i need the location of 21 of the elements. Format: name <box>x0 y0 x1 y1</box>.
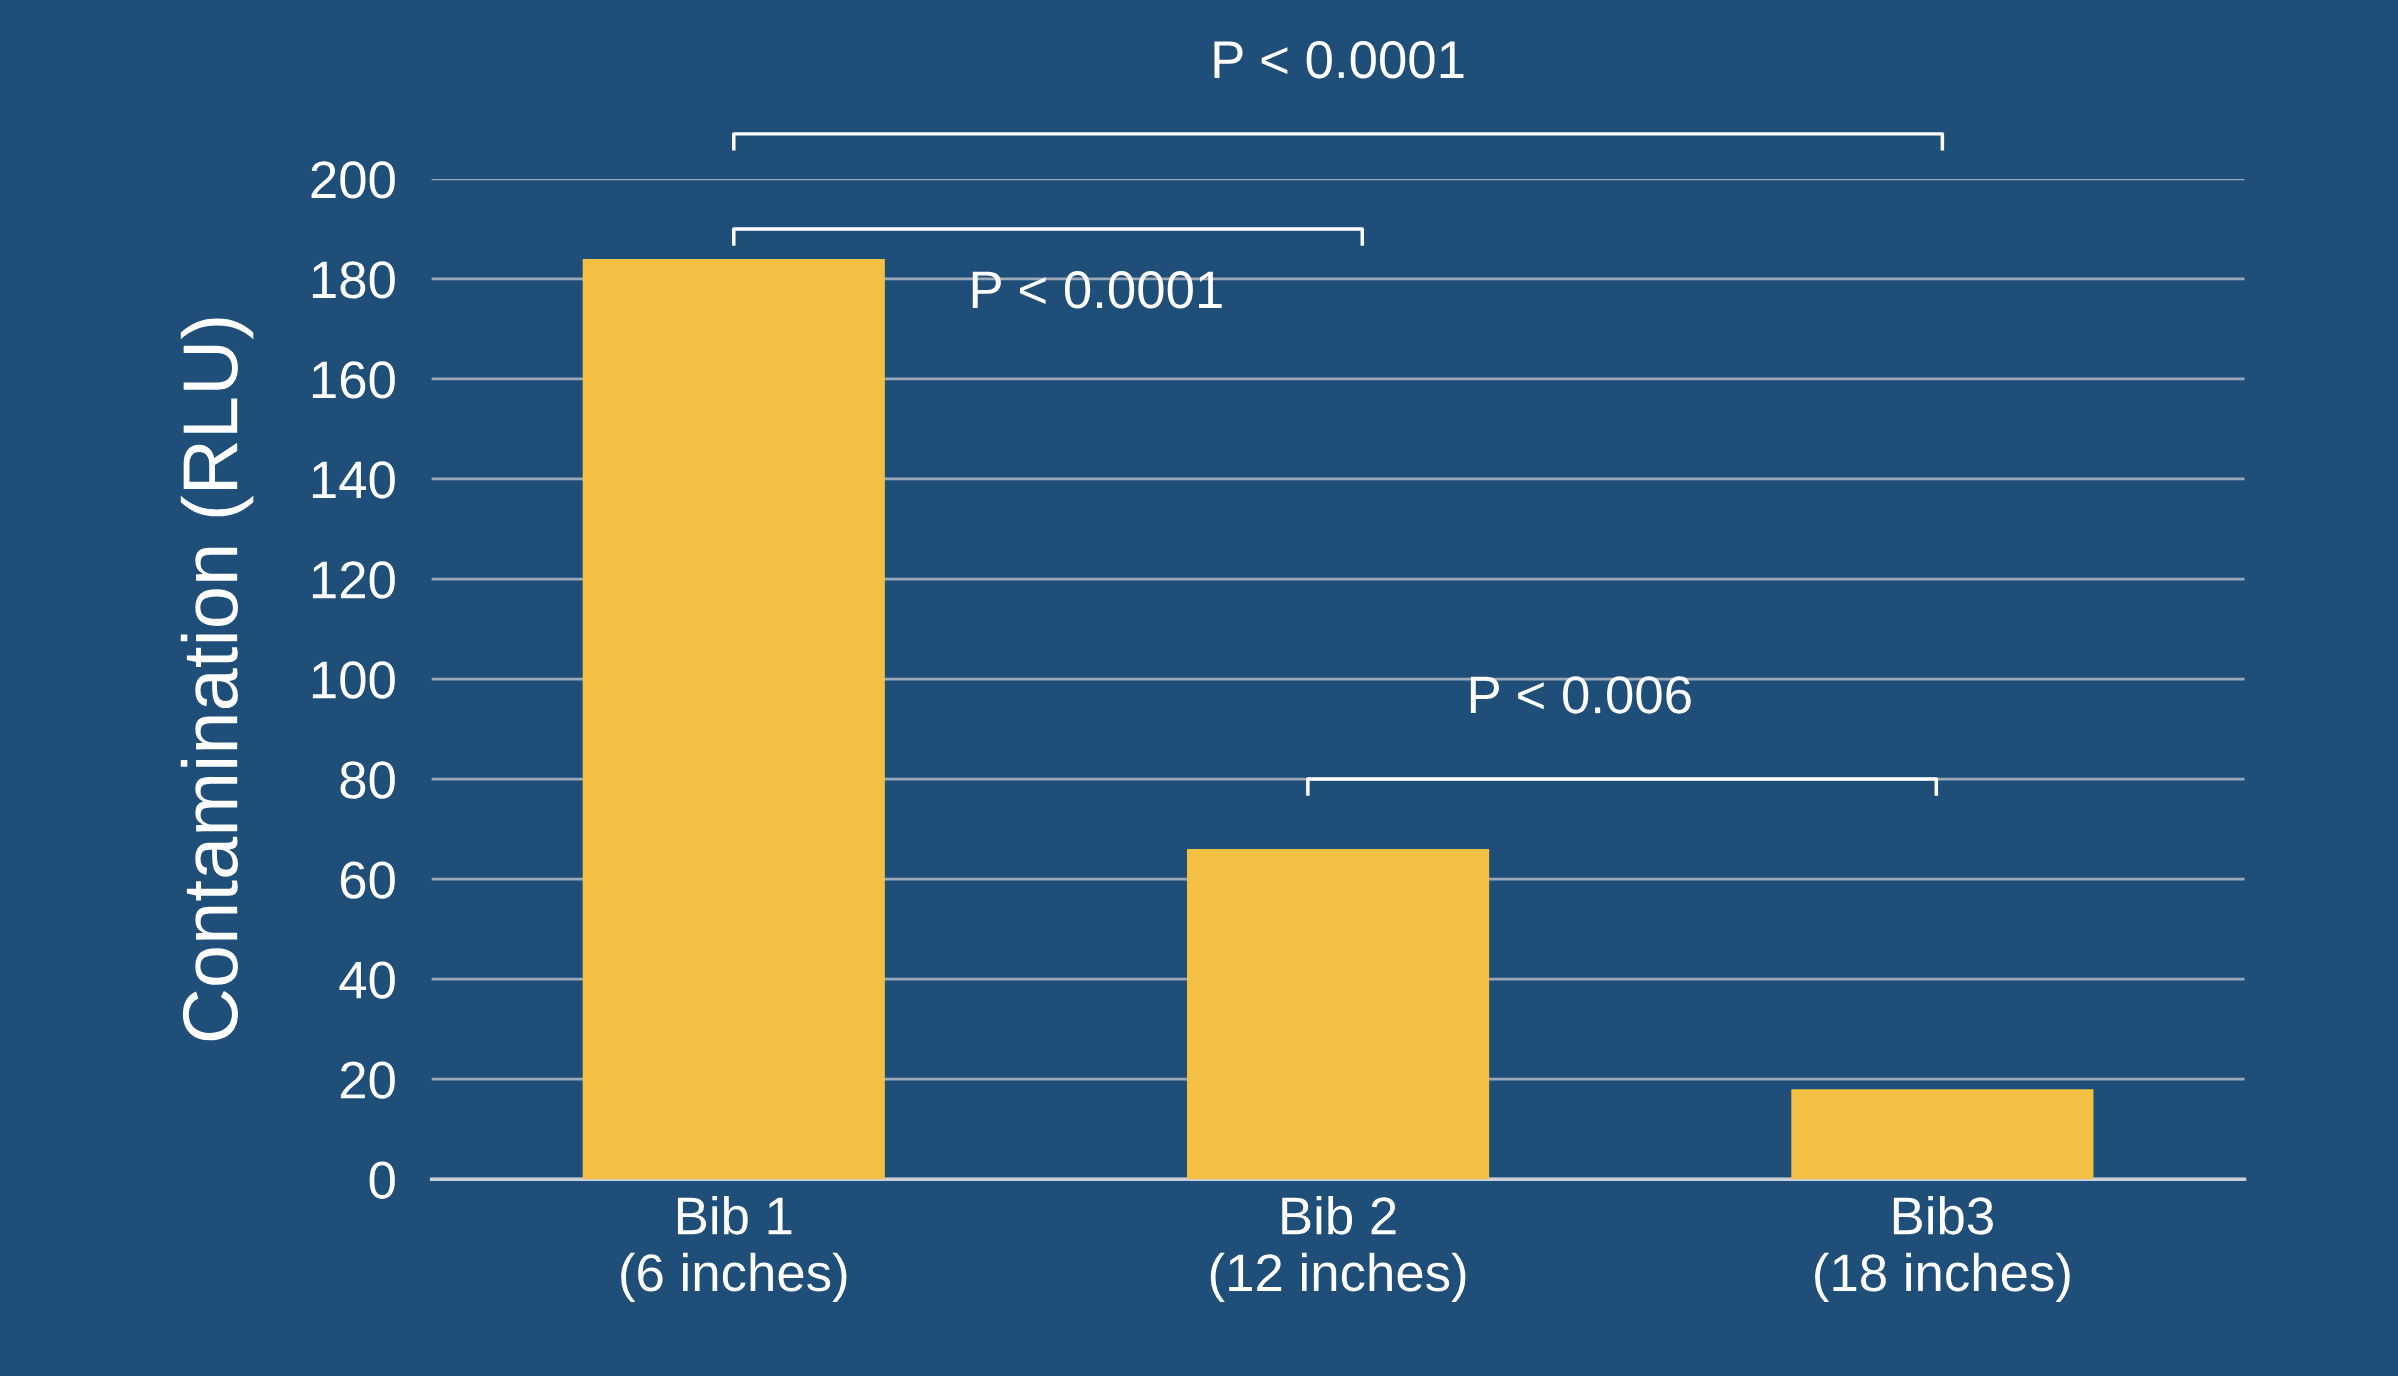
x-tick-label: Bib 2 (12 inches) <box>1210 1195 1466 1302</box>
bar <box>582 258 885 1180</box>
text: P < 0.0001 <box>1214 41 1464 79</box>
y-axis-title: Contamination (RLU) <box>180 318 254 1041</box>
y-tick-label: 200 <box>311 161 395 199</box>
y-tick-label: 20 <box>340 1061 395 1099</box>
y-tick-label: 180 <box>312 261 395 299</box>
x-tick-label: Bib3 (18 inches) <box>1815 1195 2070 1302</box>
annotation: P < 0.006 <box>1470 676 1691 714</box>
bar <box>1187 849 1490 1180</box>
x-tick-label: Bib 1 (6 inches) <box>621 1195 847 1302</box>
y-tick-label: 140 <box>312 461 395 499</box>
y-tick-label: 160 <box>312 361 395 399</box>
bar <box>1791 1089 2094 1180</box>
y-tick-label: 60 <box>340 861 395 899</box>
y-tick-label: 40 <box>339 961 395 999</box>
y-tick-label: 0 <box>369 1161 395 1199</box>
annotation: P < 0.0001 <box>972 271 1222 309</box>
y-tick-label: 80 <box>340 761 395 799</box>
y-tick-label: 100 <box>312 661 395 699</box>
y-tick-label: 120 <box>312 561 395 599</box>
